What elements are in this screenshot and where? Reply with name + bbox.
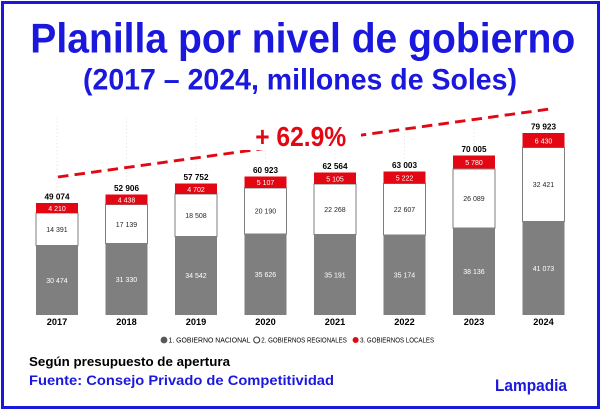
- svg-text:26 089: 26 089: [463, 196, 485, 203]
- svg-text:38 136: 38 136: [463, 269, 485, 276]
- svg-text:Planilla por nivel de gobierno: Planilla por nivel de gobierno: [30, 15, 575, 62]
- svg-text:1. GOBIERNO NACIONAL: 1. GOBIERNO NACIONAL: [169, 338, 251, 345]
- svg-text:41 073: 41 073: [533, 266, 555, 273]
- svg-text:Lampadia: Lampadia: [495, 377, 568, 395]
- svg-text:5 222: 5 222: [396, 176, 414, 183]
- svg-text:79 923: 79 923: [531, 123, 556, 132]
- svg-text:35 626: 35 626: [255, 272, 277, 279]
- svg-text:62 564: 62 564: [322, 162, 347, 171]
- svg-text:Fuente: Consejo Privado de Com: Fuente: Consejo Privado de Competitivida…: [29, 373, 334, 388]
- svg-text:70 005: 70 005: [461, 145, 486, 154]
- svg-text:2020: 2020: [255, 317, 275, 327]
- svg-text:2023: 2023: [464, 317, 484, 327]
- svg-text:2022: 2022: [394, 317, 414, 327]
- svg-text:60 923: 60 923: [253, 166, 278, 175]
- svg-text:2017: 2017: [47, 317, 67, 327]
- svg-text:4 210: 4 210: [48, 206, 66, 213]
- svg-text:2. GOBIERNOS REGIONALES: 2. GOBIERNOS REGIONALES: [261, 338, 347, 345]
- svg-text:3. GOBIERNOS LOCALES: 3. GOBIERNOS LOCALES: [360, 338, 434, 345]
- svg-text:20 190: 20 190: [255, 209, 277, 216]
- svg-text:2021: 2021: [325, 317, 345, 327]
- svg-text:30 474: 30 474: [46, 278, 68, 285]
- svg-text:57 752: 57 752: [183, 173, 208, 182]
- svg-text:4 438: 4 438: [118, 198, 136, 205]
- svg-text:34 542: 34 542: [185, 273, 207, 280]
- svg-text:6 430: 6 430: [535, 138, 553, 145]
- svg-text:32 421: 32 421: [533, 182, 555, 189]
- svg-text:Según presupuesto de apertura: Según presupuesto de apertura: [29, 355, 231, 369]
- svg-text:35 174: 35 174: [394, 273, 416, 280]
- svg-text:31 330: 31 330: [116, 277, 138, 284]
- svg-text:2024: 2024: [533, 317, 554, 327]
- svg-text:35 191: 35 191: [324, 273, 346, 280]
- svg-text:22 268: 22 268: [324, 207, 346, 214]
- svg-text:5 780: 5 780: [465, 160, 483, 167]
- svg-text:17 139: 17 139: [116, 222, 138, 229]
- svg-text:5 105: 5 105: [326, 176, 344, 183]
- svg-text:(2017 – 2024, millones de Sole: (2017 – 2024, millones de Soles): [83, 63, 517, 96]
- svg-text:4 702: 4 702: [187, 187, 205, 194]
- svg-text:49 074: 49 074: [44, 193, 69, 202]
- svg-text:+ 62.9%: + 62.9%: [255, 121, 346, 152]
- svg-text:22 607: 22 607: [394, 207, 416, 214]
- svg-text:63 003: 63 003: [392, 161, 417, 170]
- svg-text:2019: 2019: [186, 317, 206, 327]
- svg-text:2018: 2018: [116, 317, 136, 327]
- svg-text:18 508: 18 508: [185, 213, 207, 220]
- svg-text:52 906: 52 906: [114, 184, 139, 193]
- svg-text:5 107: 5 107: [257, 180, 275, 187]
- svg-text:14 391: 14 391: [46, 227, 68, 234]
